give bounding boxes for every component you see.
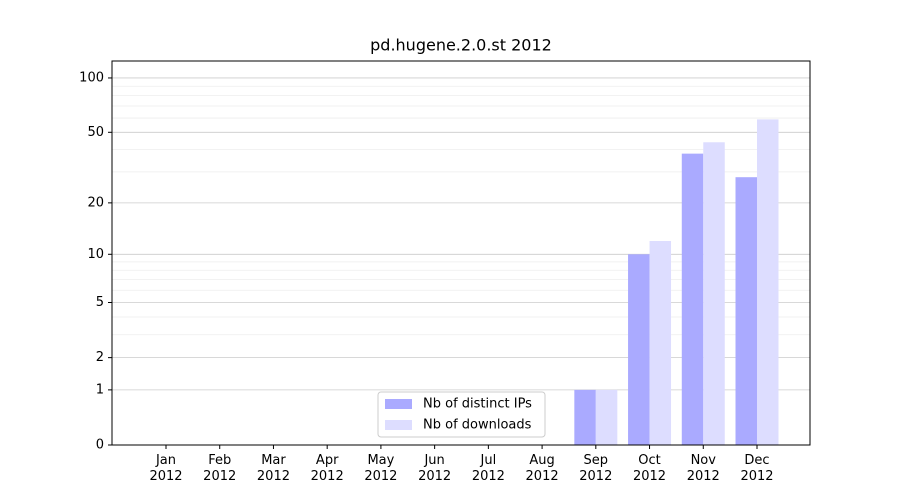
bar <box>649 241 672 445</box>
chart-title: pd.hugene.2.0.st 2012 <box>370 36 552 55</box>
y-tick-label: 1 <box>96 382 104 397</box>
y-tick-label: 100 <box>79 70 104 85</box>
x-tick-label: Apr 2012 <box>310 453 344 484</box>
bar <box>574 389 596 445</box>
x-tick-label: Jan 2012 <box>149 453 183 484</box>
y-tick-label: 2 <box>96 350 104 365</box>
y-tick-label: 5 <box>96 295 104 310</box>
bar <box>595 389 618 445</box>
x-tick-label: Aug 2012 <box>525 453 559 484</box>
x-tick-label: Dec 2012 <box>740 453 774 484</box>
legend-label: Nb of distinct IPs <box>423 397 532 412</box>
bar <box>735 177 757 445</box>
y-tick-label: 0 <box>96 438 104 453</box>
bar <box>628 254 650 445</box>
bar <box>681 153 704 446</box>
legend-label: Nb of downloads <box>423 418 532 433</box>
y-tick-label: 10 <box>87 247 104 262</box>
legend-swatch <box>385 399 412 409</box>
x-tick-label: Mar 2012 <box>256 453 290 484</box>
bar <box>757 119 779 446</box>
legend-swatch <box>385 420 412 430</box>
x-tick-label: Oct 2012 <box>632 453 667 484</box>
x-tick-label: Feb 2012 <box>203 453 237 484</box>
x-tick-label: Nov 2012 <box>686 453 720 484</box>
x-tick-label: Jun 2012 <box>418 453 452 484</box>
x-tick-label: May 2012 <box>364 453 398 484</box>
y-tick-label: 20 <box>87 195 104 210</box>
bar <box>703 142 725 445</box>
plot-frame <box>111 60 811 446</box>
x-tick-label: Jul 2012 <box>471 453 505 484</box>
x-tick-label: Sep 2012 <box>579 453 613 484</box>
legend-box <box>377 391 546 438</box>
y-tick-label: 50 <box>87 125 104 140</box>
